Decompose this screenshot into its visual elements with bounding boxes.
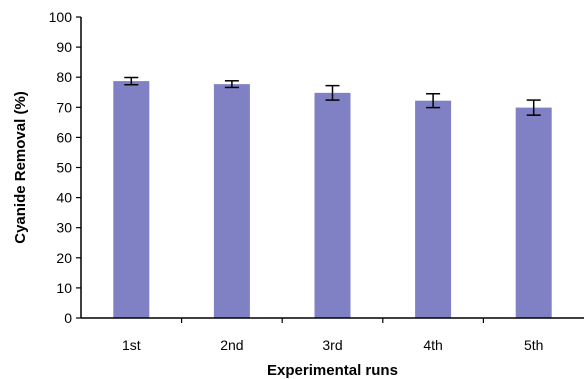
bar <box>113 81 150 318</box>
y-tick-label: 30 <box>56 220 72 236</box>
x-tick-label: 2nd <box>220 337 243 353</box>
x-tick-label: 5th <box>524 337 543 353</box>
y-tick-label: 20 <box>56 250 72 266</box>
x-axis-ticks: 1st 2nd 3rd 4th 5th <box>122 318 543 353</box>
x-axis-title: Experimental runs <box>267 362 398 379</box>
y-tick-label: 90 <box>56 39 72 55</box>
y-tick-label: 60 <box>56 129 72 145</box>
x-tick-label: 1st <box>122 337 141 353</box>
bar <box>515 107 552 318</box>
x-tick-label: 3rd <box>322 337 342 353</box>
y-tick-label: 70 <box>56 99 72 115</box>
x-tick-label: 4th <box>423 337 442 353</box>
y-axis-title: Cyanide Removal (%) <box>12 91 29 244</box>
y-tick-label: 80 <box>56 69 72 85</box>
y-tick-label: 40 <box>56 190 72 206</box>
y-tick-label: 50 <box>56 160 72 176</box>
bar <box>213 84 250 318</box>
y-axis-ticks: 0 10 20 30 40 50 60 70 80 90 100 <box>49 9 81 326</box>
bar <box>415 100 452 318</box>
error-bars <box>124 76 541 116</box>
y-tick-label: 10 <box>56 280 72 296</box>
y-tick-label: 0 <box>64 310 72 326</box>
y-tick-label: 100 <box>49 9 73 25</box>
bars <box>113 81 552 319</box>
bar <box>314 92 351 319</box>
